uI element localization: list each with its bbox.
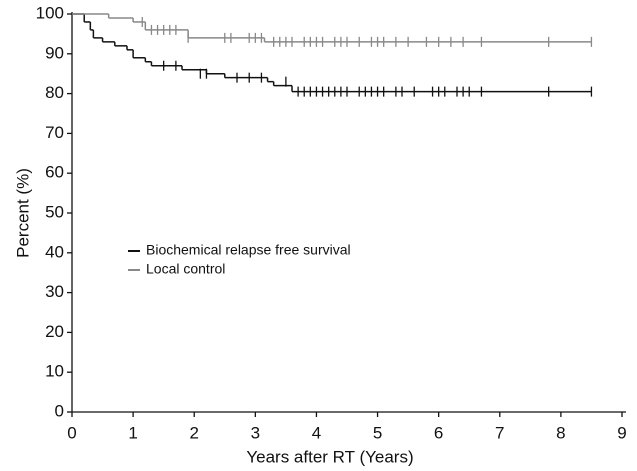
legend-label: Local control (146, 261, 225, 277)
y-tick-label: 70 (45, 123, 64, 142)
x-tick-label: 5 (373, 423, 382, 442)
y-tick-label: 20 (45, 322, 64, 341)
y-tick-label: 10 (45, 362, 64, 381)
y-tick-label: 80 (45, 83, 64, 102)
x-tick-label: 8 (556, 423, 565, 442)
x-tick-label: 1 (128, 423, 137, 442)
y-tick-label: 60 (45, 163, 64, 182)
y-axis-label: Percent (%) (13, 168, 32, 258)
x-axis-label: Years after RT (Years) (246, 447, 413, 466)
x-tick-label: 2 (189, 423, 198, 442)
x-tick-label: 9 (617, 423, 626, 442)
y-tick-label: 40 (45, 242, 64, 261)
y-tick-label: 90 (45, 43, 64, 62)
y-tick-label: 50 (45, 202, 64, 221)
y-tick-label: 0 (55, 401, 64, 420)
y-tick-label: 100 (36, 3, 64, 22)
x-tick-label: 4 (312, 423, 321, 442)
x-tick-label: 3 (251, 423, 260, 442)
x-tick-label: 7 (495, 423, 504, 442)
x-tick-label: 0 (67, 423, 76, 442)
y-tick-label: 30 (45, 282, 64, 301)
x-tick-label: 6 (434, 423, 443, 442)
legend-label: Biochemical relapse free survival (146, 242, 351, 258)
